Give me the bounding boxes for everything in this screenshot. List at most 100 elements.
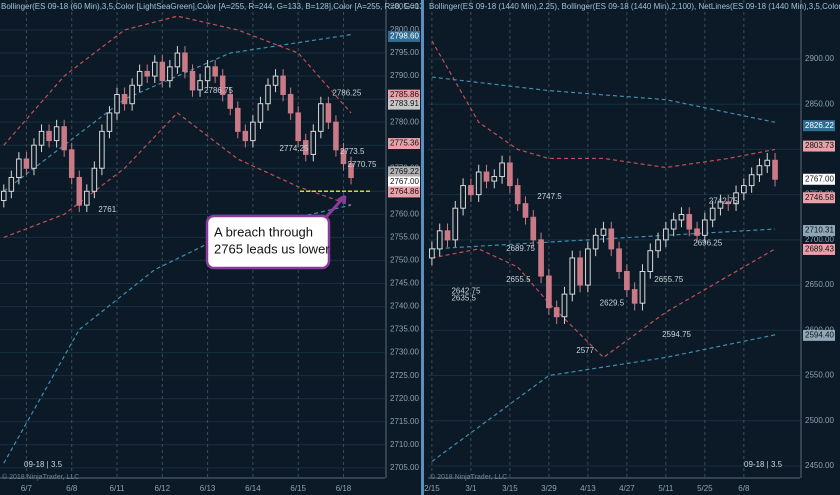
- price-annotation: 2696.25: [693, 238, 722, 247]
- candle-body: [483, 171, 490, 182]
- candle-body: [121, 93, 128, 105]
- candle-body: [678, 214, 685, 221]
- x-tick-label: 6/18: [336, 484, 352, 493]
- y-tick-label: 2720.00: [390, 394, 419, 403]
- price-marker-box: [803, 329, 835, 341]
- candle-body: [235, 107, 241, 132]
- x-tick-label: 6/12: [155, 484, 171, 493]
- price-marker-box: [803, 225, 835, 237]
- candle-body: [452, 207, 459, 241]
- y-tick-label: 2750.00: [390, 256, 419, 265]
- candle-body: [624, 271, 630, 291]
- price-marker-box: [388, 89, 420, 101]
- y-tick-label: 2795.00: [390, 48, 419, 57]
- candle-body: [257, 103, 264, 123]
- candle-body: [144, 70, 150, 77]
- candle-body: [569, 257, 576, 295]
- price-annotation: 2642.75: [451, 287, 480, 296]
- candle-body: [741, 185, 747, 194]
- x-tick-label: 6/7: [21, 484, 33, 493]
- candle-body: [31, 144, 37, 169]
- chart-panel: 2705.00 2710.00 2715.00 2720.00 2725.00 2730.…: [0, 0, 421, 493]
- indicator-line: [431, 76, 776, 123]
- x-tick-label: 3/1: [465, 484, 477, 493]
- y-tick-label: 2550.00: [805, 371, 834, 380]
- panel-separator: [421, 0, 424, 495]
- candle-body: [639, 271, 646, 304]
- candle-body: [302, 140, 309, 155]
- x-tick-label: 4/27: [619, 484, 635, 493]
- candle-body: [265, 84, 271, 105]
- copyright: © 2018 NinjaTrader, LLC: [2, 473, 79, 481]
- candle-body: [1, 190, 7, 202]
- candle-body: [608, 228, 615, 250]
- price-annotation: 2747.5: [537, 192, 562, 201]
- y-tick-label: 2650.00: [805, 280, 834, 289]
- callout-text: 2765 leads us lower.: [214, 241, 333, 256]
- price-marker-label: 2826.22: [805, 121, 834, 130]
- y-tick-label: 2730.00: [390, 348, 419, 357]
- candle-body: [670, 219, 677, 230]
- price-marker-label: 2767.00: [805, 174, 834, 183]
- candle-body: [99, 130, 105, 169]
- x-tick-label: 3/29: [541, 484, 557, 493]
- candle-body: [561, 293, 568, 318]
- candle-body: [219, 75, 226, 95]
- candle-body: [468, 185, 474, 196]
- y-tick-label: 2780.00: [390, 117, 419, 126]
- price-annotation: 2594.75: [662, 330, 691, 339]
- candle-body: [600, 228, 607, 236]
- candle-body: [84, 190, 90, 206]
- y-tick-label: 2900.00: [805, 54, 834, 63]
- price-marker-box: [388, 138, 420, 150]
- price-marker-label: 2783.91: [390, 99, 419, 108]
- candle-body: [522, 203, 529, 218]
- candle-body: [553, 307, 560, 318]
- y-tick-label: 2710.00: [390, 440, 419, 449]
- candle-body: [61, 126, 67, 151]
- candle-body: [76, 176, 83, 206]
- price-marker: 2785.86: [388, 89, 420, 101]
- x-tick-label: 3/15: [502, 484, 518, 493]
- indicator-line: [3, 112, 352, 238]
- price-annotation: 2773.5: [340, 147, 365, 156]
- y-tick-label: 2740.00: [390, 302, 419, 311]
- x-tick-label: 6/8: [66, 484, 78, 493]
- candle-body: [702, 219, 708, 236]
- price-marker-label: 2785.86: [390, 90, 419, 99]
- price-marker-label: 2775.36: [390, 139, 419, 148]
- price-marker-label: 2803.73: [805, 141, 834, 150]
- candle-body: [631, 289, 638, 304]
- y-tick-label: 2450.00: [805, 461, 834, 470]
- candle-body: [514, 185, 521, 205]
- x-tick-label: 6/15: [290, 484, 306, 493]
- candle-body: [136, 70, 143, 86]
- candle-body: [748, 174, 755, 187]
- price-annotation: 2786.25: [332, 88, 361, 97]
- candle-body: [38, 130, 45, 146]
- candle-body: [475, 171, 482, 196]
- x-tick-label: 5/11: [658, 484, 674, 493]
- price-marker-box: [388, 30, 420, 42]
- x-tick-label: 6/14: [245, 484, 261, 493]
- candle-body: [151, 61, 158, 77]
- indicator-line: [3, 15, 352, 146]
- y-tick-label: 2805.00: [390, 2, 419, 11]
- candle-body: [772, 159, 778, 180]
- x-tick-label: 6/13: [200, 484, 216, 493]
- price-marker-box: [803, 192, 835, 204]
- y-tick-label: 2760.00: [390, 209, 419, 218]
- candle-body: [114, 93, 120, 114]
- price-marker-label: 2764.86: [390, 187, 419, 196]
- y-tick-label: 2705.00: [390, 463, 419, 472]
- price-marker-label: 2689.43: [805, 245, 834, 254]
- callout-text: A breach through: [214, 224, 313, 239]
- price-annotation: 2577: [576, 346, 594, 355]
- price-marker-label: 2746.58: [805, 193, 834, 202]
- copyright: © 2018 NinjaTrader, LLC: [430, 473, 507, 481]
- instrument-footer: 09-18 | 3.5: [24, 460, 63, 469]
- candle-body: [167, 66, 173, 82]
- x-tick-label: 5/25: [697, 484, 713, 493]
- price-marker-box: [388, 176, 420, 188]
- candle-body: [280, 75, 286, 95]
